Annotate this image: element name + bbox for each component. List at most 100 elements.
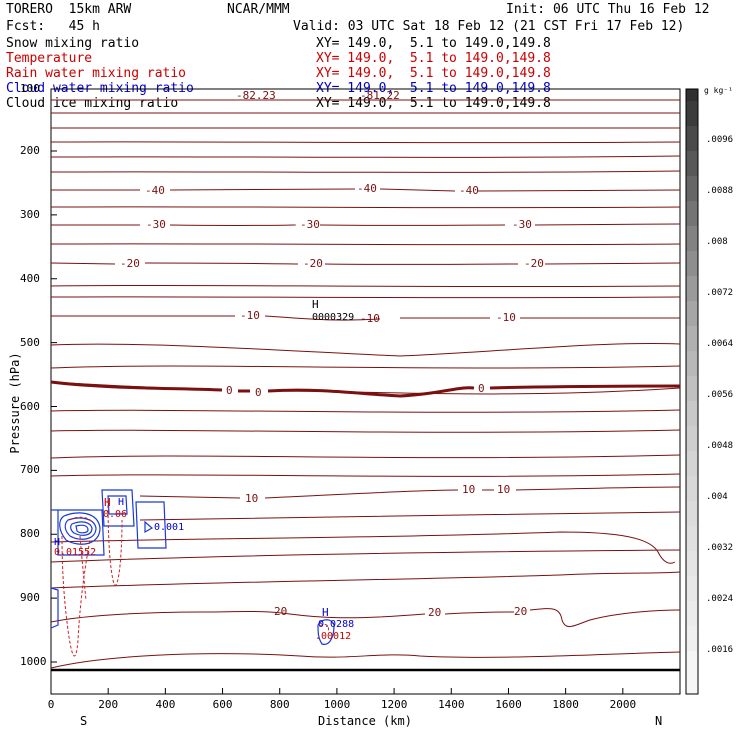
cloud-water-contour <box>57 509 105 556</box>
y-tick-label: 900 <box>20 591 40 605</box>
legend-rain: Rain water mixing ratio <box>6 66 187 81</box>
isotherm-label: 20 <box>274 605 288 618</box>
colorbar-segment <box>686 89 698 101</box>
cloud-water-contour <box>70 521 93 536</box>
colorbar-label: .0056 <box>706 390 734 400</box>
colorbar-segment <box>686 326 698 351</box>
legend-temperature: Temperature <box>6 51 93 66</box>
isotherm-label: -40 <box>459 184 479 197</box>
cloud-water-contour <box>135 501 167 549</box>
isotherm-label: -81.22 <box>360 89 400 102</box>
extrema-high-marker: H <box>104 496 111 509</box>
colorbar-segment <box>686 201 698 226</box>
extrema-high-marker: H <box>322 606 329 619</box>
isotherm-label: 0 <box>478 382 485 395</box>
y-tick-label: 200 <box>20 144 40 157</box>
isotherms <box>50 99 681 669</box>
x-tick-label: 1400 <box>438 698 465 711</box>
isotherm-line <box>51 188 681 192</box>
colorbar-segment <box>686 151 698 176</box>
x-tick-label: 800 <box>269 698 290 711</box>
isotherm-line <box>139 511 681 521</box>
cloud-water-contour <box>64 517 97 540</box>
colorbar-segment <box>686 401 698 426</box>
colorbar-segment <box>686 551 698 576</box>
colorbar-label: .0024 <box>706 594 734 604</box>
extrema-value: 0.06 <box>103 509 128 520</box>
y-tick-label: 300 <box>20 207 40 221</box>
isotherm-label: -10 <box>360 312 380 325</box>
colorbar-unit: g kg⁻¹ <box>704 86 733 95</box>
isotherm-line <box>50 170 681 173</box>
isotherm-label: 20 <box>514 605 528 618</box>
colorbar-segment <box>686 426 698 451</box>
isotherm-line <box>50 409 681 413</box>
colorbar-label: .0088 <box>706 186 734 196</box>
extrema-value: 0.001 <box>154 522 185 533</box>
south-endpoint: S <box>80 714 88 728</box>
rain-contours <box>61 499 329 657</box>
isotherm-line <box>51 223 681 226</box>
x-tick-label: 600 <box>212 698 233 711</box>
colorbar-segment <box>686 476 698 501</box>
isotherm-label: 20 <box>428 606 442 619</box>
isotherm-label: -20 <box>303 257 323 270</box>
extrema-value: 0000329 <box>312 312 355 323</box>
extrema-high-marker: H <box>312 298 319 311</box>
isotherm-label: -30 <box>146 218 166 231</box>
isotherm-line <box>50 155 681 158</box>
plot-frame <box>50 88 681 695</box>
colorbar-segment <box>686 601 698 626</box>
isotherm-label: -40 <box>357 182 377 195</box>
cloud-water-contour <box>317 619 335 645</box>
rain-contour <box>79 535 87 601</box>
legend-snow: Snow mixing ratio <box>6 36 140 51</box>
extrema-value: .00012 <box>315 631 352 642</box>
x-axis-ticks <box>50 688 624 694</box>
isotherm-label: -82.23 <box>236 89 276 102</box>
y-tick-label: 400 <box>20 271 40 285</box>
colorbar-segment <box>686 576 698 601</box>
north-endpoint: N <box>655 714 663 728</box>
colorbar-segment <box>686 351 698 376</box>
cloud-water-contour <box>59 512 101 545</box>
cloud-water-contour <box>75 524 89 534</box>
colorbar <box>685 88 699 695</box>
isotherm-line <box>50 651 681 669</box>
colorbar-segment <box>686 276 698 301</box>
isotherm-label: -30 <box>300 218 320 231</box>
colorbar-segment <box>686 451 698 476</box>
rain-contour <box>319 623 329 633</box>
cloud-water-contour <box>144 520 154 534</box>
colorbar-segment <box>686 226 698 251</box>
cloud-water-contour <box>101 489 135 527</box>
colorbar-segment <box>686 626 698 651</box>
colorbar-segment <box>686 526 698 551</box>
forecast-hour: Fcst: 45 h <box>6 19 100 34</box>
cloud-water-contours <box>50 489 335 645</box>
init-time: Init: 06 UTC Thu 16 Feb 12 <box>506 2 710 17</box>
isotherm-line <box>50 206 681 209</box>
isotherm-line <box>51 315 680 321</box>
isotherm-line <box>50 429 681 433</box>
isotherm-line <box>50 549 681 563</box>
colorbar-segment <box>686 651 698 694</box>
extrema-high-marker: H <box>118 497 125 508</box>
valid-time: Valid: 03 UTC Sat 18 Feb 12 (21 CST Fri … <box>293 19 685 34</box>
y-tick-label: 800 <box>20 527 40 541</box>
x-tick-label: 1200 <box>380 698 408 711</box>
colorbar-segment <box>686 251 698 276</box>
x-axis-label: Distance (km) <box>318 714 412 728</box>
x-tick-label: 1000 <box>323 698 351 711</box>
y-axis-ticks <box>51 150 57 663</box>
colorbar-segment <box>686 501 698 526</box>
y-tick-label: 600 <box>20 399 40 413</box>
isotherm-line <box>50 473 681 477</box>
colorbar-segment <box>686 126 698 151</box>
isotherm-line <box>50 262 681 265</box>
extrema-value: 0.0288 <box>318 619 355 630</box>
colorbar-label: .0032 <box>706 543 734 553</box>
center-name: NCAR/MMM <box>227 2 290 17</box>
colorbar-segment <box>686 376 698 401</box>
